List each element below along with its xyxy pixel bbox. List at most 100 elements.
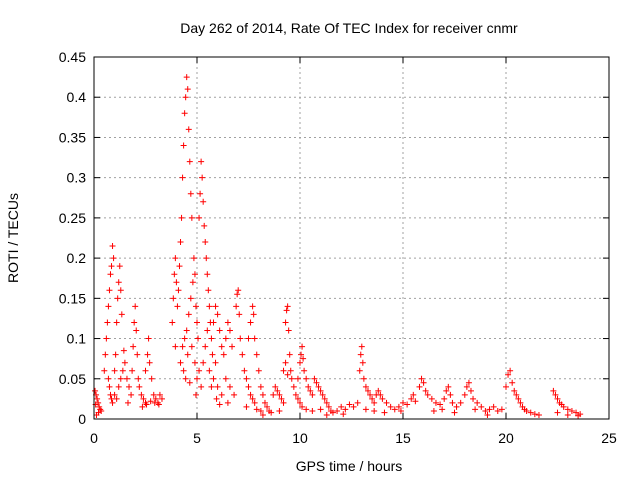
data-point xyxy=(172,343,179,350)
data-point xyxy=(189,279,196,286)
data-point xyxy=(192,391,199,398)
data-point xyxy=(282,359,289,366)
data-point xyxy=(102,351,109,358)
data-point xyxy=(297,399,303,406)
data-point xyxy=(194,319,200,326)
data-point xyxy=(408,395,415,402)
data-point xyxy=(147,398,154,405)
data-point xyxy=(292,391,299,398)
data-point xyxy=(126,383,133,390)
data-point xyxy=(340,411,347,418)
data-point xyxy=(342,406,349,413)
data-point xyxy=(183,74,190,81)
data-point xyxy=(180,367,187,374)
data-point xyxy=(175,287,182,294)
y-tick-label: 0.4 xyxy=(67,89,87,105)
data-point xyxy=(206,367,213,374)
data-point xyxy=(186,379,193,386)
data-point xyxy=(268,409,275,416)
data-point xyxy=(288,375,295,382)
data-point xyxy=(300,355,307,362)
data-point xyxy=(201,222,208,229)
x-tick-label: 20 xyxy=(498,430,514,446)
y-axis: 0 0.05 0.1 0.15 0.2 0.25 0.3 0.35 0.4 0.45 xyxy=(59,49,609,427)
data-point xyxy=(113,319,120,326)
data-point xyxy=(346,401,353,408)
data-point xyxy=(113,395,120,402)
data-point xyxy=(404,401,411,408)
data-point xyxy=(305,383,312,390)
data-point xyxy=(198,383,205,390)
data-point xyxy=(112,351,119,358)
data-point xyxy=(527,409,534,416)
data-point xyxy=(478,403,485,410)
data-point xyxy=(205,287,212,294)
data-point xyxy=(261,399,268,406)
data-point xyxy=(155,401,162,408)
data-point xyxy=(130,343,137,350)
data-point xyxy=(184,351,191,358)
data-point xyxy=(150,391,157,398)
data-point xyxy=(231,391,238,398)
data-point xyxy=(196,367,203,374)
data-point xyxy=(321,395,328,402)
data-point xyxy=(105,303,112,310)
data-point xyxy=(447,391,454,398)
data-point xyxy=(301,367,308,374)
data-point xyxy=(552,391,559,398)
data-point xyxy=(210,319,217,326)
data-point xyxy=(213,395,220,402)
data-point xyxy=(119,367,126,374)
data-point xyxy=(196,214,203,221)
data-point xyxy=(195,335,202,342)
data-point xyxy=(133,327,140,334)
data-point xyxy=(270,391,277,398)
data-point xyxy=(190,255,197,262)
data-point xyxy=(441,395,448,402)
data-point xyxy=(568,407,575,414)
data-point xyxy=(245,383,252,390)
data-point xyxy=(202,343,209,350)
data-point xyxy=(216,401,223,408)
data-point xyxy=(307,387,314,394)
data-point xyxy=(146,359,153,366)
data-point xyxy=(521,406,528,413)
data-point xyxy=(358,343,365,350)
data-point xyxy=(564,406,571,413)
data-point xyxy=(114,295,121,302)
data-point xyxy=(564,411,571,418)
data-point xyxy=(362,406,369,413)
data-point xyxy=(208,383,215,390)
y-tick-label: 0.2 xyxy=(67,250,87,266)
data-point xyxy=(136,383,143,390)
data-point xyxy=(338,403,345,410)
data-point xyxy=(187,190,194,197)
data-point xyxy=(387,403,394,410)
data-point xyxy=(259,391,266,398)
data-point xyxy=(202,239,209,246)
data-point xyxy=(360,375,367,382)
data-point xyxy=(178,214,185,221)
data-point xyxy=(472,406,479,413)
data-point xyxy=(188,343,195,350)
data-point xyxy=(182,375,189,382)
data-point xyxy=(437,401,444,408)
data-point xyxy=(135,375,142,382)
data-point xyxy=(391,406,398,413)
data-point xyxy=(290,383,297,390)
data-point xyxy=(233,303,240,310)
data-point xyxy=(484,411,491,418)
data-point xyxy=(249,303,256,310)
data-point xyxy=(294,375,301,382)
data-point xyxy=(177,359,184,366)
data-point xyxy=(443,387,450,394)
y-tick-label: 0.45 xyxy=(59,49,86,65)
x-tick-label: 0 xyxy=(90,430,98,446)
data-point xyxy=(107,271,114,278)
data-point xyxy=(115,383,122,390)
data-point xyxy=(531,411,538,418)
data-point xyxy=(482,407,489,414)
data-point xyxy=(575,412,582,419)
data-point xyxy=(216,327,223,334)
